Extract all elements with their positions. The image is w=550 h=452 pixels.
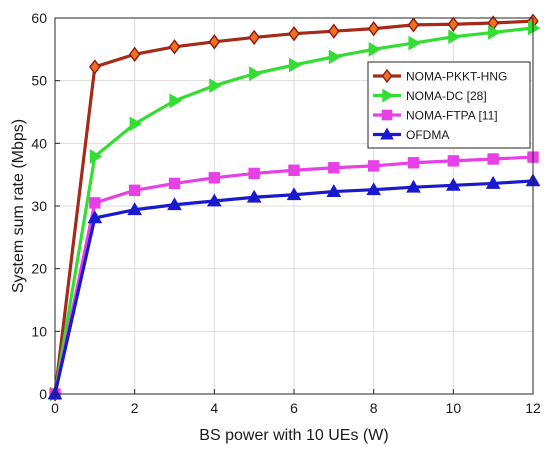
y-tick-label: 30 (31, 198, 47, 214)
x-tick-label: 2 (131, 400, 139, 416)
x-axis-label: BS power with 10 UEs (W) (199, 427, 388, 444)
data-point (406, 179, 421, 193)
data-point (407, 157, 420, 169)
legend-marker (381, 68, 393, 84)
data-point (288, 164, 300, 176)
data-point (246, 189, 262, 203)
series-0 (49, 13, 539, 402)
data-point (129, 116, 143, 132)
x-tick-label: 0 (51, 400, 59, 416)
data-point (326, 184, 342, 197)
data-point (448, 29, 461, 45)
series-2 (49, 151, 539, 400)
legend-item: NOMA-FTPA [11] (373, 109, 498, 123)
data-point (328, 49, 342, 65)
data-point (367, 160, 380, 172)
data-point (445, 177, 461, 191)
data-point (288, 25, 300, 42)
data-point (209, 78, 222, 94)
data-point (128, 184, 141, 197)
series-1 (49, 20, 541, 402)
data-point (128, 46, 141, 63)
x-tick-label: 8 (370, 400, 378, 416)
data-point (488, 25, 501, 40)
legend-marker (381, 109, 393, 121)
data-point (408, 35, 421, 51)
legend-item: OFDMA (373, 127, 449, 142)
y-axis-label: System sum rate (Mbps) (10, 119, 27, 293)
series-3 (47, 173, 541, 400)
x-tick-label: 12 (525, 400, 541, 416)
legend-item: NOMA-DC [28] (373, 88, 487, 103)
data-point (367, 20, 380, 37)
legend-item: NOMA-PKKT-HNG (373, 68, 507, 84)
data-point (288, 57, 302, 73)
legend-label: NOMA-DC [28] (406, 89, 487, 103)
data-point (167, 197, 182, 211)
y-tick-label: 20 (31, 261, 47, 277)
data-point (447, 16, 460, 32)
x-tick-label: 10 (446, 400, 462, 416)
data-point (366, 182, 382, 196)
data-point (206, 193, 222, 207)
data-point (368, 41, 382, 57)
legend-marker (382, 88, 394, 103)
legend-label: NOMA-FTPA [11] (406, 109, 498, 123)
y-tick-label: 40 (31, 135, 47, 151)
series-layer (47, 13, 541, 402)
y-tick-label: 10 (31, 323, 47, 339)
data-point (527, 20, 541, 36)
data-point (127, 202, 143, 216)
legend: NOMA-PKKT-HNG NOMA-DC [28] NOMA-FTPA [11] O… (367, 61, 531, 149)
data-point (328, 23, 340, 39)
data-point (208, 34, 221, 50)
data-point (169, 93, 182, 109)
data-point (328, 162, 340, 174)
data-point (286, 187, 302, 201)
data-point (447, 155, 460, 167)
data-point (249, 66, 262, 82)
y-tick-label: 60 (31, 10, 47, 26)
x-tick-label: 6 (290, 400, 298, 416)
data-point (87, 210, 103, 224)
data-point (89, 59, 101, 75)
data-point (168, 177, 181, 190)
data-point (248, 167, 260, 180)
data-point (168, 39, 181, 55)
data-point (485, 175, 501, 189)
data-point (487, 153, 499, 165)
legend-label: OFDMA (406, 128, 449, 142)
data-point (407, 17, 420, 33)
data-point (208, 172, 221, 184)
data-point (248, 29, 260, 46)
y-tick-label: 50 (31, 73, 47, 89)
axis-ticks: 0 2 4 6 8 10 12 0 10 20 30 40 50 60 (31, 10, 541, 416)
data-point (89, 149, 103, 164)
data-point (89, 197, 101, 209)
legend-marker (380, 127, 394, 140)
y-tick-label: 0 (39, 386, 47, 402)
legend-label: NOMA-PKKT-HNG (406, 70, 507, 84)
x-tick-label: 4 (210, 400, 218, 416)
